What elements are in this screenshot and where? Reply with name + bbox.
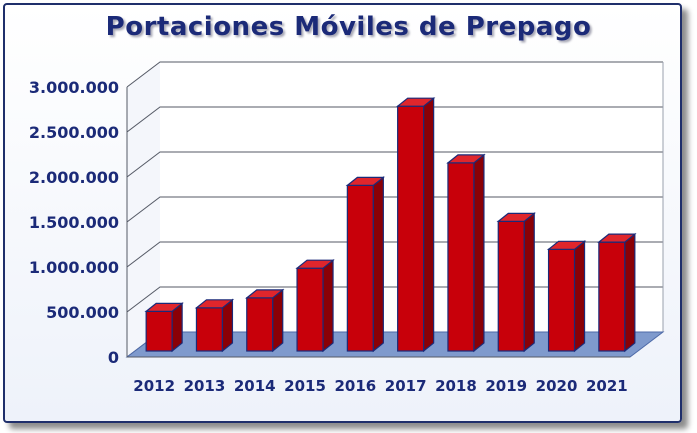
y-tick-label: 1.500.000	[29, 213, 119, 232]
bar-front	[598, 241, 626, 352]
gridline	[126, 286, 663, 313]
x-tick-label: 2014	[234, 377, 276, 395]
bar-side	[423, 96, 435, 353]
y-tick-label: 0	[108, 348, 119, 367]
bar-side	[272, 288, 284, 353]
bar-front	[346, 184, 374, 352]
bar-side	[523, 212, 535, 353]
bar-front	[547, 248, 576, 352]
bar-side	[573, 240, 586, 353]
bar-top	[546, 240, 587, 250]
bar-side	[624, 232, 636, 353]
x-tick-label: 2021	[586, 377, 628, 395]
bar	[144, 302, 184, 353]
bar-front	[447, 162, 475, 352]
bar-side	[473, 153, 485, 353]
gridline	[126, 61, 663, 88]
bars	[144, 96, 637, 353]
bar	[496, 212, 536, 353]
bar-top	[245, 289, 285, 299]
gridline	[126, 106, 663, 133]
bar-side	[322, 258, 334, 353]
x-axis-ticks: 2012 2013 2014 2015 2016 2017 2018 2019 2020 2021	[133, 377, 627, 395]
gridline	[126, 241, 663, 268]
bar-side	[372, 176, 384, 353]
bar-front	[296, 267, 324, 352]
bar-front	[397, 105, 425, 352]
x-tick-label: 2012	[133, 377, 175, 395]
y-axis-ticks: 0 500.000 1.000.000 1.500.000 2.000.000 2.500…	[29, 78, 119, 367]
x-tick-label: 2016	[334, 377, 376, 395]
bar-front	[497, 220, 525, 352]
x-tick-label: 2015	[284, 377, 326, 395]
y-tick-label: 3.000.000	[29, 78, 119, 97]
bar-front	[195, 307, 224, 352]
bar-top	[496, 212, 536, 222]
y-tick-label: 1.000.000	[29, 258, 119, 277]
y-tick-label: 2.000.000	[29, 168, 119, 187]
gridline	[126, 196, 663, 223]
bar-top	[345, 176, 386, 186]
bar-front	[246, 297, 274, 352]
bar	[546, 240, 587, 353]
bar	[597, 232, 637, 353]
chart-title: Portaciones Móviles de Prepago	[105, 12, 592, 42]
bar	[345, 176, 386, 353]
bar-top	[446, 154, 486, 164]
bar-top	[395, 97, 436, 107]
bar-top	[144, 302, 184, 312]
bar	[245, 288, 285, 353]
bar-front	[145, 310, 173, 352]
bar	[295, 258, 335, 353]
bar	[446, 153, 486, 353]
x-tick-label: 2013	[184, 377, 226, 395]
bar-top	[295, 259, 335, 269]
y-tick-label: 500.000	[46, 303, 119, 322]
x-tick-label: 2017	[385, 377, 427, 395]
bar-top	[194, 299, 235, 309]
x-tick-label: 2018	[435, 377, 477, 395]
x-tick-label: 2019	[485, 377, 527, 395]
bar	[194, 298, 235, 353]
gridline	[126, 151, 663, 178]
y-tick-label: 2.500.000	[29, 123, 119, 142]
x-tick-label: 2020	[536, 377, 578, 395]
bar-side	[221, 298, 234, 353]
bar-top	[597, 233, 637, 243]
bar	[395, 96, 436, 353]
